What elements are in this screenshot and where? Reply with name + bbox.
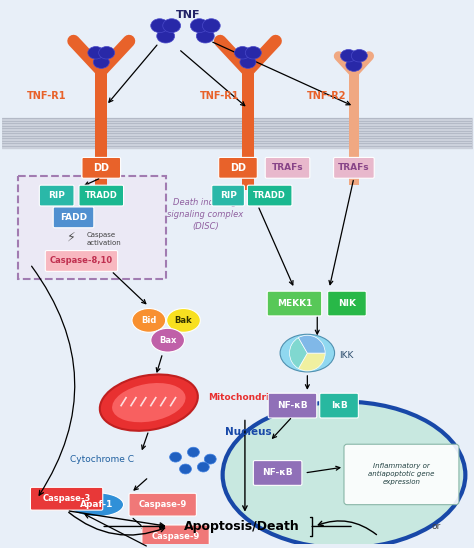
FancyBboxPatch shape — [265, 157, 310, 178]
Ellipse shape — [132, 309, 166, 332]
Ellipse shape — [351, 49, 367, 62]
Ellipse shape — [191, 19, 208, 32]
Ellipse shape — [235, 47, 251, 59]
Ellipse shape — [223, 402, 465, 548]
FancyBboxPatch shape — [253, 460, 302, 486]
Text: or: or — [431, 522, 441, 531]
FancyBboxPatch shape — [328, 291, 366, 316]
Ellipse shape — [157, 29, 174, 43]
Text: Bid: Bid — [141, 316, 156, 325]
FancyBboxPatch shape — [30, 487, 103, 510]
Text: Mitochondria: Mitochondria — [208, 393, 275, 402]
Text: Apaf-1: Apaf-1 — [80, 500, 113, 509]
Text: TNF: TNF — [176, 10, 201, 20]
Ellipse shape — [240, 56, 256, 68]
Text: Bax: Bax — [159, 336, 176, 345]
Text: NF-κB: NF-κB — [277, 401, 308, 410]
FancyBboxPatch shape — [267, 291, 322, 316]
FancyBboxPatch shape — [53, 207, 94, 228]
Bar — [95, 71, 107, 190]
Text: Death inducing
signaling complex
(DISC): Death inducing signaling complex (DISC) — [167, 198, 244, 231]
Text: DD: DD — [93, 163, 109, 173]
Text: NF-κB: NF-κB — [262, 469, 293, 477]
Text: Inflammatory or
antiapoptotic gene
expression: Inflammatory or antiapoptotic gene expre… — [368, 463, 435, 485]
Text: RIP: RIP — [219, 191, 237, 200]
Ellipse shape — [196, 29, 214, 43]
Ellipse shape — [204, 454, 216, 464]
Ellipse shape — [245, 47, 261, 59]
Text: TNF-R1: TNF-R1 — [27, 90, 66, 100]
Ellipse shape — [69, 493, 124, 517]
FancyBboxPatch shape — [18, 176, 166, 279]
Ellipse shape — [151, 328, 184, 352]
Text: NIK: NIK — [338, 299, 356, 308]
Ellipse shape — [93, 56, 109, 68]
Wedge shape — [299, 353, 325, 371]
Text: IKK: IKK — [339, 351, 354, 359]
Text: ⚡: ⚡ — [67, 231, 76, 244]
Bar — [242, 71, 254, 190]
FancyBboxPatch shape — [79, 185, 124, 206]
Text: Caspase-9: Caspase-9 — [138, 500, 187, 509]
Ellipse shape — [187, 447, 200, 457]
Text: IκB: IκB — [331, 401, 347, 410]
Text: Caspase-8,10: Caspase-8,10 — [50, 256, 113, 265]
FancyBboxPatch shape — [219, 157, 257, 178]
FancyBboxPatch shape — [334, 157, 374, 178]
Ellipse shape — [151, 19, 169, 32]
Wedge shape — [290, 338, 307, 369]
FancyBboxPatch shape — [247, 185, 292, 206]
Text: TRAFs: TRAFs — [338, 163, 370, 172]
Ellipse shape — [99, 47, 115, 59]
Text: Caspase-9: Caspase-9 — [152, 532, 200, 541]
Ellipse shape — [202, 19, 220, 32]
Text: RIP: RIP — [48, 191, 65, 200]
Text: TRADD: TRADD — [253, 191, 286, 200]
FancyBboxPatch shape — [129, 493, 196, 516]
Text: TNF-R2: TNF-R2 — [307, 90, 347, 100]
Text: Bak: Bak — [175, 316, 192, 325]
Text: TRADD: TRADD — [85, 191, 118, 200]
Ellipse shape — [346, 59, 362, 71]
FancyBboxPatch shape — [212, 185, 245, 206]
FancyBboxPatch shape — [82, 157, 120, 178]
FancyBboxPatch shape — [39, 185, 74, 206]
Ellipse shape — [197, 462, 209, 472]
FancyBboxPatch shape — [142, 525, 209, 548]
Text: DD: DD — [230, 163, 246, 173]
Text: TNF-R1: TNF-R1 — [201, 90, 240, 100]
Ellipse shape — [100, 374, 198, 431]
Text: Caspase-3: Caspase-3 — [43, 494, 91, 503]
FancyBboxPatch shape — [344, 444, 459, 505]
Ellipse shape — [280, 334, 335, 372]
Ellipse shape — [180, 464, 191, 474]
Wedge shape — [299, 335, 325, 353]
Text: Apoptosis/Death: Apoptosis/Death — [184, 520, 300, 533]
Text: Cytochrome C: Cytochrome C — [70, 455, 134, 464]
Text: TRAFs: TRAFs — [272, 163, 303, 172]
FancyBboxPatch shape — [320, 393, 358, 418]
Ellipse shape — [170, 452, 182, 462]
Ellipse shape — [88, 47, 104, 59]
Text: MEKK1: MEKK1 — [277, 299, 312, 308]
Text: FADD: FADD — [60, 213, 87, 222]
FancyBboxPatch shape — [268, 393, 317, 418]
Text: Caspase
activation: Caspase activation — [86, 232, 121, 246]
FancyBboxPatch shape — [46, 250, 118, 271]
Bar — [349, 73, 359, 185]
Ellipse shape — [340, 49, 356, 62]
Text: Nucleus: Nucleus — [225, 427, 271, 437]
Ellipse shape — [167, 309, 201, 332]
Ellipse shape — [163, 19, 181, 32]
Ellipse shape — [112, 383, 185, 423]
